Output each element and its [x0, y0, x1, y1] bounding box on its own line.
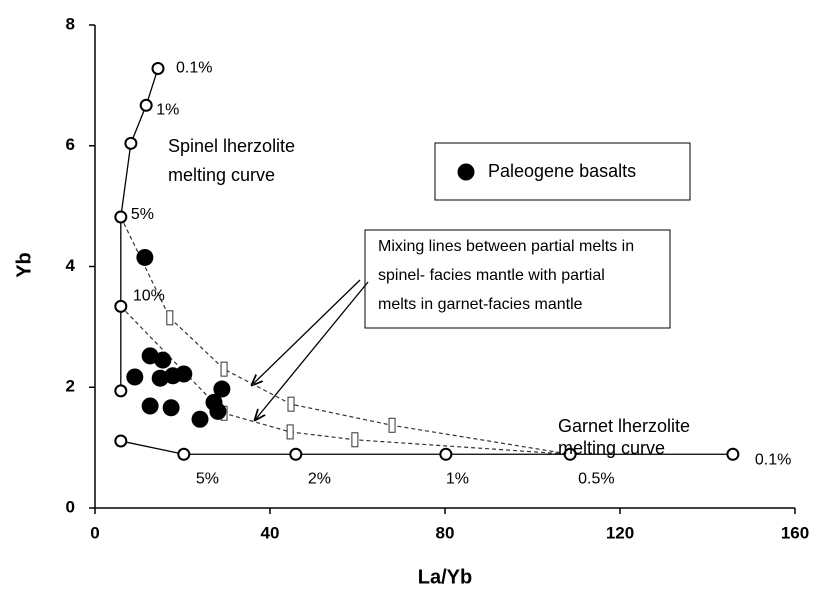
x-tick-label: 40	[261, 523, 280, 542]
x-tick-label: 160	[781, 523, 809, 542]
mixing-marker	[166, 310, 174, 326]
point-label: 5%	[196, 470, 219, 487]
point-label: 1%	[446, 470, 469, 487]
y-tick-label: 6	[66, 135, 75, 154]
melt-point	[439, 447, 453, 461]
melt-point	[114, 210, 128, 224]
melting-curve	[120, 68, 159, 391]
melt-point	[177, 447, 191, 461]
point-label: 0.1%	[176, 60, 212, 77]
mixing-marker	[287, 396, 295, 412]
melt-point	[139, 98, 153, 112]
point-label: 0.5%	[578, 470, 614, 487]
mixing-marker	[351, 432, 359, 448]
mixing-marker	[388, 417, 396, 433]
y-tick-label: 8	[66, 14, 75, 33]
point-label: 2%	[308, 470, 331, 487]
point-label: 10%	[133, 288, 165, 305]
x-tick-label: 80	[436, 523, 455, 542]
x-tick-label: 120	[606, 523, 634, 542]
basalt-point	[209, 402, 227, 420]
basalt-point	[141, 397, 159, 415]
melt-point	[726, 447, 740, 461]
legend-marker	[457, 163, 475, 181]
y-tick-label: 4	[66, 256, 76, 275]
mixing-marker	[220, 361, 228, 377]
annotation-box	[364, 229, 671, 329]
basalt-point	[213, 380, 231, 398]
basalt-point	[126, 368, 144, 386]
basalt-point	[162, 399, 180, 417]
basalt-point	[191, 410, 209, 428]
annotation-text: melts in garnet-facies mantle	[378, 296, 583, 313]
curve-label: Spinel lherzolite	[168, 136, 295, 156]
y-tick-label: 2	[66, 377, 75, 396]
melt-point	[289, 447, 303, 461]
basalt-point	[175, 365, 193, 383]
mixing-marker	[286, 424, 294, 440]
arrow	[255, 281, 369, 420]
point-label: 1%	[156, 102, 179, 119]
legend-box	[434, 142, 691, 201]
legend-label: Paleogene basalts	[488, 161, 636, 181]
melt-point	[151, 61, 165, 75]
basalt-point	[136, 248, 154, 266]
melt-point	[114, 434, 128, 448]
annotation-text: spinel- facies mantle with partial	[378, 267, 605, 284]
curve-label: Garnet lherzolite	[558, 416, 690, 436]
x-tick-label: 0	[90, 523, 99, 542]
arrow	[252, 279, 361, 385]
point-label: 0.1%	[755, 451, 791, 468]
basalt-point	[154, 351, 172, 369]
annotation-text: Mixing lines between partial melts in	[378, 238, 634, 255]
x-axis-label: La/Yb	[418, 566, 472, 588]
melt-point	[124, 136, 138, 150]
point-label: 5%	[131, 206, 154, 223]
melt-point	[563, 447, 577, 461]
melting-curve	[120, 440, 733, 455]
basalt-point	[151, 369, 169, 387]
curve-label: melting curve	[558, 438, 665, 458]
melt-point	[114, 299, 128, 313]
y-axis-label: Yb	[13, 252, 35, 278]
y-tick-label: 0	[66, 497, 75, 516]
melt-point	[114, 384, 128, 398]
curve-label: melting curve	[168, 165, 275, 185]
mixing-line	[120, 216, 571, 455]
